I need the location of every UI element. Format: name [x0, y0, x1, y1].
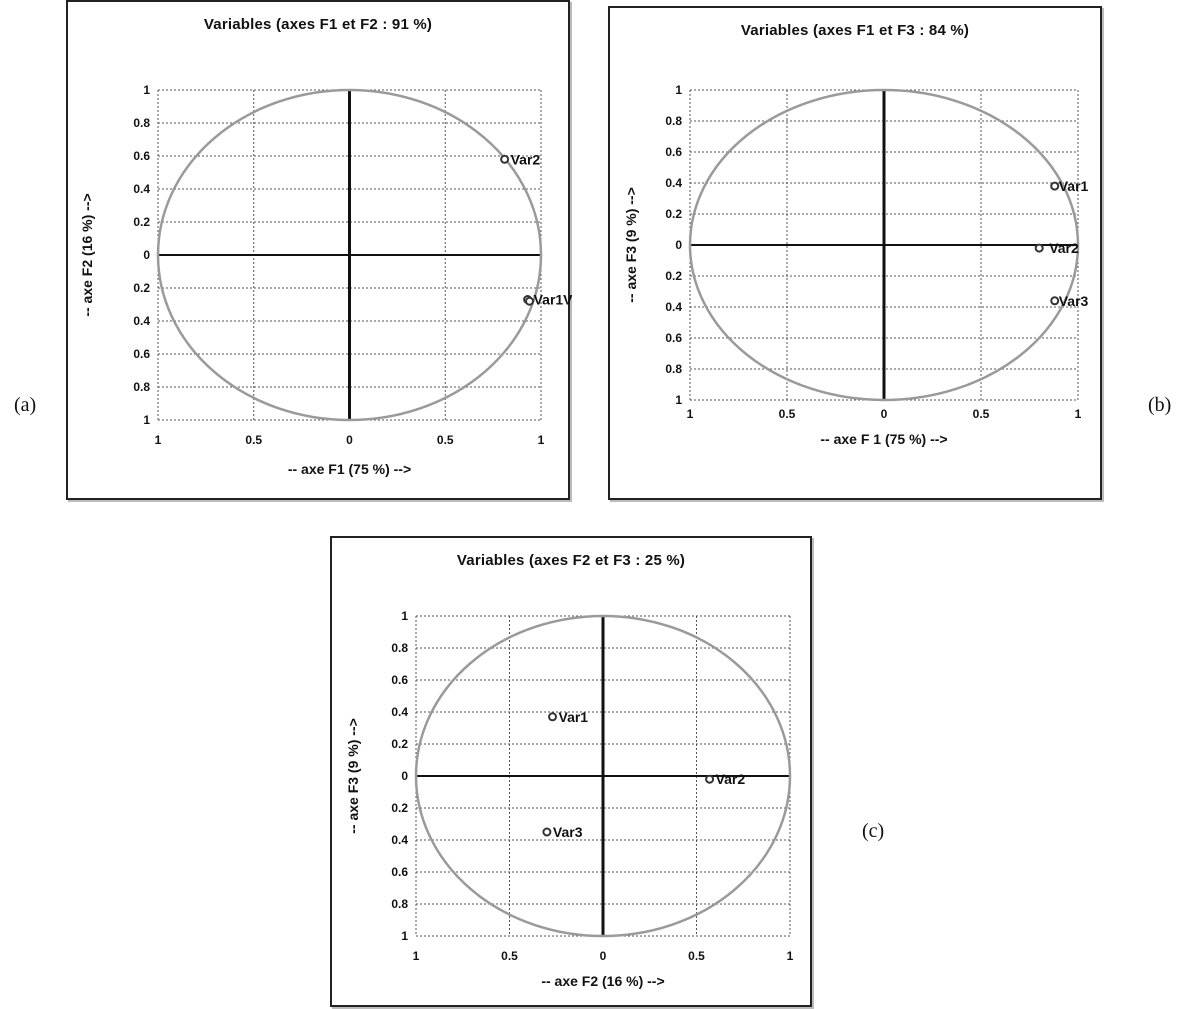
x-tick-label: 0 [346, 433, 353, 447]
x-tick-label: 1 [1075, 407, 1082, 421]
chart-b-svg: 10.80.60.40.200.20.40.60.811 0.5 0 0.5 1-- a… [623, 83, 1089, 447]
x-axis-title: -- axe F1 (75 %) --> [288, 461, 411, 477]
chart-panel-a: Variables (axes F1 et F2 : 91 %) 1 0.8 0.6… [66, 0, 572, 500]
x-tick-label: 1 [687, 407, 694, 421]
y-tick-label: 0.6 [391, 865, 408, 879]
y-tick-label: 0.4 [133, 182, 150, 196]
y-tick-label: 1 [675, 83, 682, 97]
y-tick-label: 0.8 [665, 114, 682, 128]
chart-panel-b: Variables (axes F1 et F3 : 84 %) 1 0.8 0.6… [608, 6, 1102, 500]
chart-title: Variables (axes F2 et F3 : 25 %) [456, 552, 686, 569]
x-tick-label: 0.5 [688, 949, 705, 963]
x-tick-label: 0.5 [437, 433, 454, 447]
y-axis-title: -- axe F3 (9 %) --> [623, 187, 639, 303]
point-label: Var2 [716, 771, 746, 787]
x-tick-label: 1 [155, 433, 162, 447]
y-tick-label: 0.2 [133, 281, 150, 295]
y-tick-label: 0.6 [665, 331, 682, 345]
point-label: Var1 [1059, 178, 1089, 194]
x-tick-label: 1 [787, 949, 794, 963]
y-tick-label: 0 [143, 248, 150, 262]
y-tick-label: 1 [143, 83, 150, 97]
y-tick-label: 0.6 [665, 145, 682, 159]
y-tick-label: 0 [401, 769, 408, 783]
point-label: Var3 [553, 824, 583, 840]
y-tick-label: 1 [401, 609, 408, 623]
point-marker-var3 [525, 296, 535, 306]
y-tick-label: 1 [401, 929, 408, 943]
y-tick-label: 0.4 [391, 705, 408, 719]
y-tick-label: 1 [675, 393, 682, 407]
y-tick-label: 0.2 [665, 269, 682, 283]
point-marker-var2 [1034, 243, 1044, 253]
point-marker-var3 [542, 827, 552, 837]
y-tick-label: 0.4 [391, 833, 408, 847]
y-axis-title: -- axe F3 (9 %) --> [345, 718, 361, 834]
point-marker-var2 [705, 774, 715, 784]
chart-panel-c: Variables (axes F2 et F3 : 25 %) 1 0.8 0.6… [330, 536, 812, 1007]
y-tick-label: 0.4 [665, 176, 682, 190]
point-marker-var1 [548, 712, 558, 722]
x-tick-label: 0.5 [245, 433, 262, 447]
point-label: Var1 [559, 709, 589, 725]
x-tick-label: 1 [413, 949, 420, 963]
correlation-circle [414, 614, 792, 938]
y-tick-label: 0.6 [133, 149, 150, 163]
chart-title: Variables (axes F1 et F3 : 84 %) [740, 22, 970, 39]
y-tick-label: 0.8 [391, 897, 408, 911]
x-tick-label: 0.5 [779, 407, 796, 421]
y-tick-label: 0.4 [665, 300, 682, 314]
y-axis-title: -- axe F2 (16 %) --> [79, 193, 95, 316]
point-label: Var2 [511, 151, 541, 167]
y-tick-label: 0.2 [133, 215, 150, 229]
x-tick-label: 0.5 [501, 949, 518, 963]
point-marker-var3 [1050, 296, 1060, 306]
x-axis-title: -- axe F2 (16 %) --> [541, 973, 664, 989]
chart-c-svg: 10.80.60.40.200.20.40.60.811 0.5 0 0.5 1-- a… [345, 609, 794, 989]
point-label: Var3 [1059, 293, 1089, 309]
point-marker-var2 [500, 154, 510, 164]
y-tick-label: 0.6 [133, 347, 150, 361]
y-tick-label: 0.8 [133, 116, 150, 130]
y-tick-label: 0.6 [391, 673, 408, 687]
y-tick-label: 0.2 [665, 207, 682, 221]
correlation-circle [156, 88, 543, 422]
panel-label-c: (c) [862, 820, 885, 842]
y-tick-label: 0.8 [391, 641, 408, 655]
point-label: Var2 [1049, 240, 1079, 256]
panel-label-b: (b) [1148, 394, 1172, 416]
y-tick-label: 0 [675, 238, 682, 252]
point-marker-var1 [1050, 181, 1060, 191]
chart-title: Variables (axes F1 et F2 : 91 %) [203, 16, 433, 33]
y-tick-label: 0.8 [665, 362, 682, 376]
x-axis-title: -- axe F 1 (75 %) --> [820, 431, 947, 447]
y-tick-label: 0.2 [391, 737, 408, 751]
y-tick-label: 0.8 [133, 380, 150, 394]
point-label: Var1Var3 [534, 292, 572, 308]
y-tick-label: 1 [143, 413, 150, 427]
chart-a-svg: 10.80.60.40.200.20.40.60.811 0.5 0 0.5 1-- a… [79, 83, 572, 477]
y-tick-label: 0.4 [133, 314, 150, 328]
x-tick-label: 1 [538, 433, 545, 447]
y-tick-label: 0.2 [391, 801, 408, 815]
correlation-circle [688, 88, 1080, 402]
x-tick-label: 0.5 [973, 407, 990, 421]
x-tick-label: 0 [600, 949, 607, 963]
x-tick-label: 0 [881, 407, 888, 421]
panel-label-a: (a) [14, 394, 37, 416]
